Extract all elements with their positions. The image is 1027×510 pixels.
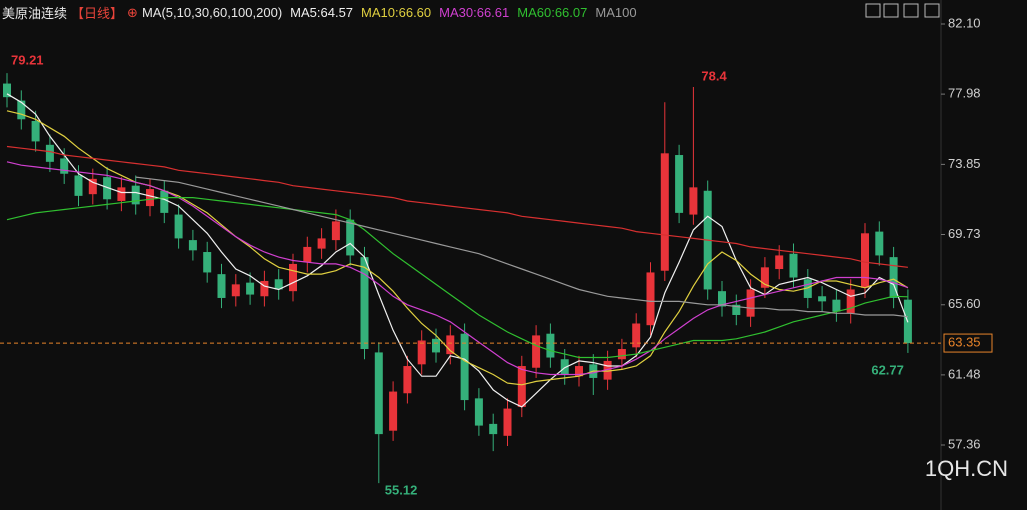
icon-compare[interactable]	[883, 3, 899, 18]
candle-body	[45, 144, 54, 162]
y-tick-label: 73.85	[948, 156, 981, 171]
period[interactable]: 【日线】	[71, 6, 124, 21]
legend-entry: MA60:66.07	[517, 5, 588, 20]
candle-body	[474, 398, 483, 426]
low-label: 55.12	[385, 483, 418, 498]
candle-body	[117, 187, 126, 201]
candle-body	[360, 257, 369, 350]
high-label: 78.4	[701, 68, 727, 83]
candle-body	[446, 335, 455, 355]
candle-body	[832, 299, 841, 312]
candle-body	[775, 255, 784, 270]
toolbar-icons[interactable]	[865, 3, 940, 18]
y-tick-label: 82.10	[948, 15, 981, 30]
candle-body	[818, 296, 827, 302]
ma-line	[6, 197, 908, 359]
candle-body	[74, 175, 83, 196]
candle-body	[432, 338, 440, 353]
candle-body	[389, 391, 398, 431]
candle-body	[289, 263, 297, 292]
candle-body	[146, 189, 154, 207]
y-tick-label: 61.48	[948, 366, 981, 381]
candle-body	[617, 349, 626, 360]
candle-body	[675, 155, 684, 213]
candle-body	[3, 83, 11, 98]
ma-line	[135, 176, 908, 318]
candle-body	[789, 253, 798, 278]
candle-body	[489, 423, 498, 435]
candle-body	[861, 233, 869, 288]
candle-body	[603, 360, 612, 380]
candle-body	[131, 185, 140, 205]
candle-body	[374, 352, 383, 435]
candle-body	[231, 284, 240, 297]
candle-body	[560, 359, 569, 375]
candle-body	[889, 257, 898, 298]
candle-body	[546, 333, 555, 358]
y-tick-label: 65.60	[948, 296, 981, 311]
candle-body	[846, 289, 855, 314]
candle-body	[17, 100, 26, 120]
candle-body	[403, 366, 412, 394]
candle-body	[646, 272, 655, 326]
candle-body	[174, 214, 183, 239]
candle-body	[303, 246, 312, 263]
legend-entry: MA100	[595, 5, 637, 20]
low-label: 62.77	[871, 362, 904, 377]
candle-body	[274, 279, 283, 290]
candle-body	[803, 279, 812, 298]
candle-body	[203, 252, 212, 273]
symbol-title: 美原油连续	[2, 6, 68, 21]
legend-entry: MA30:66.61	[439, 5, 510, 20]
y-tick-label: 69.73	[948, 226, 981, 241]
watermark: 1QH.CN	[925, 456, 1008, 481]
ma-line	[6, 110, 909, 386]
y-tick-label: 57.36	[948, 436, 981, 451]
candle-body	[88, 178, 97, 195]
candle-body	[417, 340, 426, 365]
candle-body	[317, 238, 326, 249]
ma-line	[6, 145, 908, 268]
candle-body	[260, 280, 269, 297]
last-price-label: 63.35	[948, 335, 981, 350]
candle-body	[517, 366, 526, 407]
candle-body	[632, 323, 641, 348]
candle-body	[718, 291, 726, 307]
candle-body	[532, 335, 541, 368]
ma-line	[6, 93, 909, 408]
candle-body	[575, 366, 583, 377]
price-axis-bg	[941, 0, 1027, 510]
icon-fit[interactable]	[865, 3, 881, 18]
indicator-name[interactable]: MA(5,10,30,60,100,200)	[141, 5, 283, 20]
candle-body	[732, 304, 741, 315]
last-price-box	[943, 333, 993, 353]
candle-body	[60, 158, 69, 174]
candle-body	[217, 274, 226, 298]
candle-body	[246, 282, 255, 295]
legend-entry: MA10:66.60	[361, 5, 432, 20]
legend-entry: MA5:64.57	[290, 5, 354, 20]
candle-body	[103, 177, 112, 200]
candle-body	[689, 187, 698, 215]
candle-body	[331, 221, 340, 241]
candle-body	[746, 289, 755, 317]
candle-body	[660, 153, 669, 271]
candle-body	[160, 190, 169, 213]
y-tick-label: 77.98	[948, 86, 981, 101]
candle-body	[760, 267, 769, 288]
candle-body	[460, 333, 469, 401]
candle-body	[31, 120, 40, 142]
candle-body	[503, 408, 512, 436]
candle-body	[188, 240, 197, 251]
add-icon[interactable]: ⊕	[127, 4, 138, 20]
candle-body	[875, 231, 884, 256]
ma-line	[6, 161, 909, 376]
icon-menu[interactable]	[924, 3, 940, 18]
candle-body	[346, 219, 355, 256]
icon-indicator[interactable]	[903, 3, 919, 18]
high-label: 79.21	[11, 53, 44, 68]
header: 美原油连续 【日线】 ⊕ MA(5,10,30,60,100,200) MA5:…	[2, 3, 637, 22]
